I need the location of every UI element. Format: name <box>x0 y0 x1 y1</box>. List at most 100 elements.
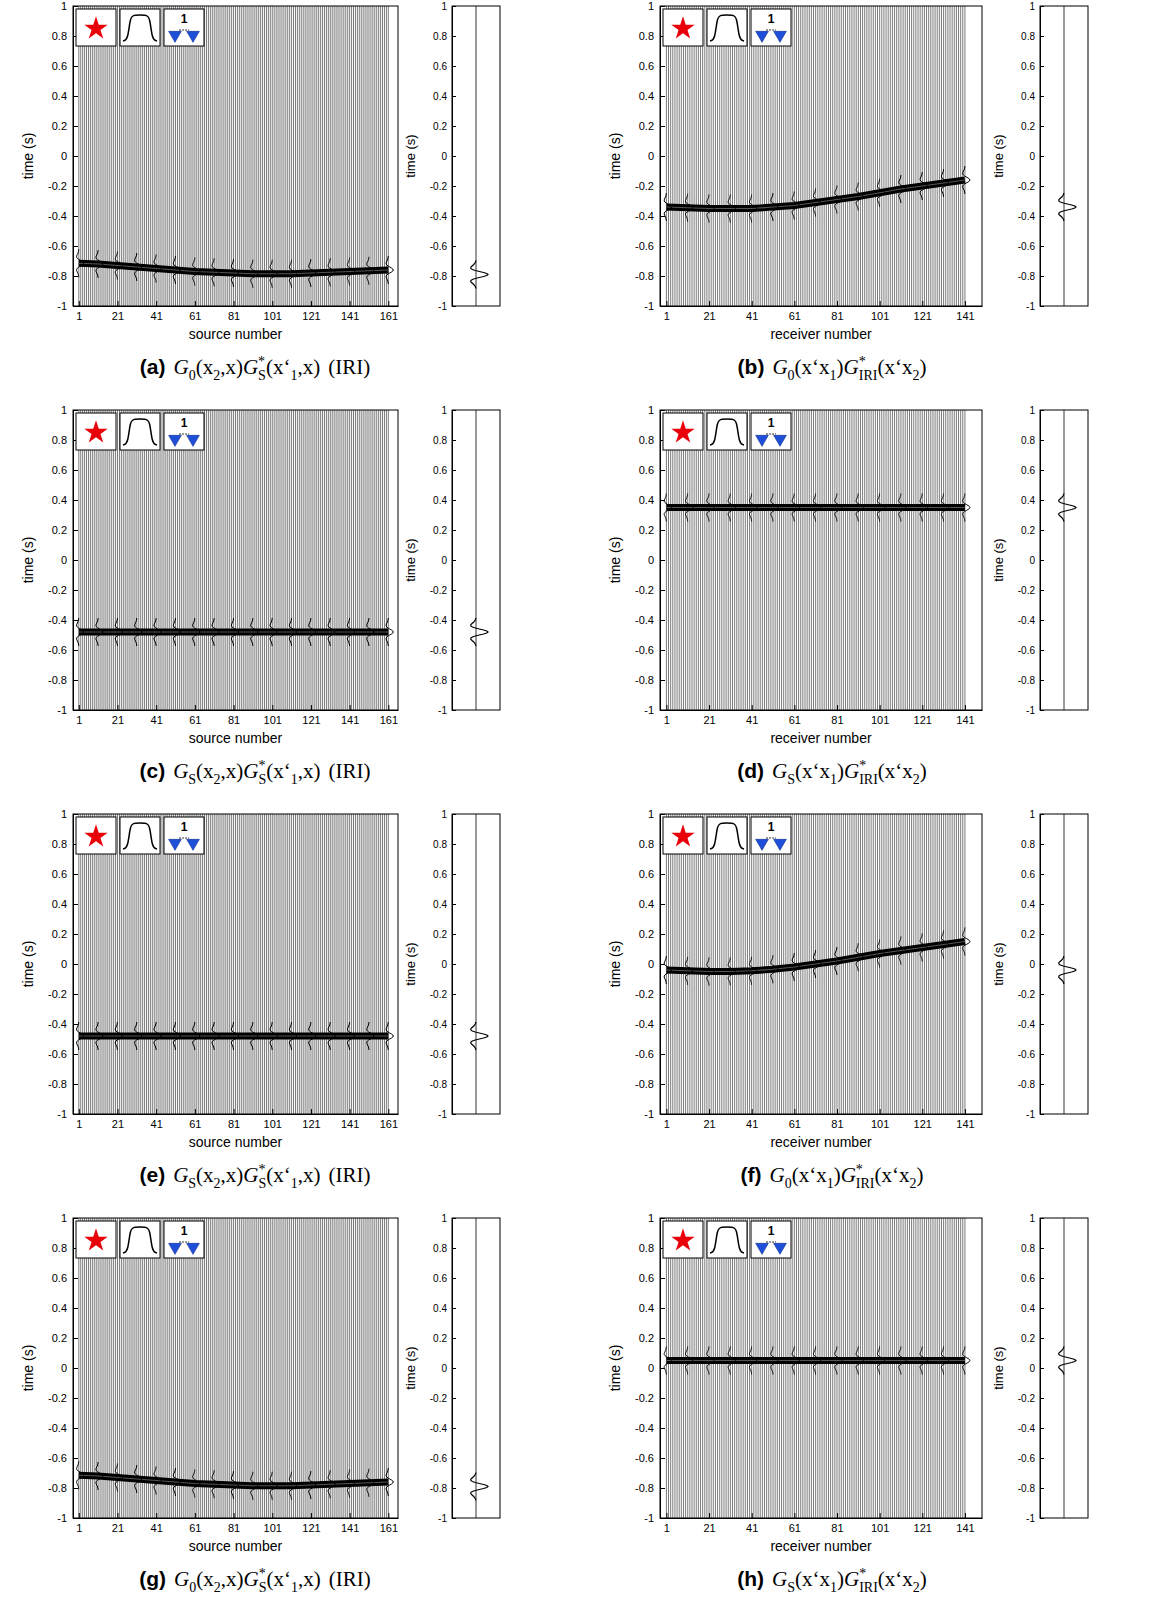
trace-line <box>962 814 963 1114</box>
wavelet <box>877 494 884 522</box>
tick-label: -0.4 <box>1018 211 1036 222</box>
tick-label: -1 <box>438 705 447 716</box>
source-star <box>84 824 107 846</box>
trace-line <box>200 814 201 1114</box>
tick: -0.2 <box>635 584 665 596</box>
trace-line <box>96 814 97 1114</box>
event-core <box>79 1035 389 1036</box>
trace-line <box>132 6 133 306</box>
trace-line <box>954 410 955 710</box>
trace-line <box>868 814 869 1114</box>
trace-line <box>107 814 108 1114</box>
trace-line <box>299 814 300 1114</box>
trace-line <box>964 814 965 1114</box>
trace-line <box>704 814 705 1114</box>
insets: 1 <box>76 413 204 450</box>
tick-mark <box>1040 650 1044 651</box>
trace-line <box>736 6 737 306</box>
trace-line <box>276 1218 277 1518</box>
tick-label: 121 <box>914 714 932 726</box>
tick: 141 <box>341 1109 359 1130</box>
tick-mark <box>452 620 456 621</box>
tick: 0.8 <box>433 435 456 446</box>
trace-line <box>239 410 240 710</box>
trace-line <box>378 6 379 306</box>
tick-mark <box>965 301 966 306</box>
trace-line <box>156 814 157 1114</box>
tick-mark <box>272 301 273 306</box>
trace-line <box>843 6 844 306</box>
trace-line <box>287 1218 288 1518</box>
inset-box <box>120 413 160 450</box>
trace-line <box>291 410 292 710</box>
caption-suffix: (IRI) <box>329 759 371 783</box>
trace-line <box>278 814 279 1114</box>
tick-label: -1 <box>57 1108 67 1120</box>
trace-line <box>807 410 808 710</box>
caption-letter: (b) <box>738 355 765 378</box>
trace-line <box>268 814 269 1114</box>
trace-line <box>247 410 248 710</box>
taper-curve <box>710 15 744 41</box>
tick-label: 0.8 <box>1021 839 1035 850</box>
tick: 161 <box>380 705 398 726</box>
tick-label: 81 <box>228 310 240 322</box>
tick-mark <box>350 301 351 306</box>
trace-line <box>734 814 735 1114</box>
trace-line <box>268 1218 269 1518</box>
trace-line <box>841 410 842 710</box>
wavelet <box>115 1464 122 1492</box>
trace-line <box>245 6 246 306</box>
caption: (f)G0(x‘x1)G*IRI(x‘x2) <box>741 1162 924 1191</box>
tick-label: 121 <box>302 714 320 726</box>
trace-line <box>185 1218 186 1518</box>
trace-line <box>773 6 774 306</box>
trace-line <box>287 814 288 1114</box>
trace-line <box>783 410 784 710</box>
trace-line <box>745 410 746 710</box>
inset-box <box>663 413 703 450</box>
plot-frame <box>73 410 398 710</box>
tick-label: 101 <box>264 310 282 322</box>
plot-marks <box>77 410 394 710</box>
trace-line <box>343 1218 344 1518</box>
tick: 0.8 <box>433 839 456 850</box>
tick-mark <box>73 6 78 7</box>
tick-mark <box>452 410 456 411</box>
trace-line <box>945 814 946 1114</box>
trace-line <box>834 6 835 306</box>
trace-line <box>150 6 151 306</box>
trace-line <box>206 410 207 710</box>
plot-marks <box>664 410 970 710</box>
trace-line <box>363 1218 364 1518</box>
trace-line <box>148 814 149 1114</box>
tick-label: -0.2 <box>48 584 67 596</box>
trace-line <box>132 410 133 710</box>
tick-mark <box>73 680 78 681</box>
trace-line <box>747 410 748 710</box>
caption-text: G <box>174 355 189 379</box>
wavelet <box>289 1472 296 1500</box>
trace-line <box>868 6 869 306</box>
y-axis: -1-0.8-0.6-0.4-0.200.20.40.60.81 <box>48 808 78 1120</box>
trace-line <box>299 1218 300 1518</box>
tick: 41 <box>746 301 758 322</box>
tick-label: -0.8 <box>430 1079 448 1090</box>
trace-line <box>177 814 178 1114</box>
tick: -0.8 <box>1018 675 1044 686</box>
trace-line <box>877 6 878 306</box>
trace-line <box>171 814 172 1114</box>
panel: -1-0.8-0.6-0.4-0.200.20.40.60.8112141618… <box>607 808 1088 1191</box>
tick-mark <box>1040 560 1044 561</box>
trace-line <box>896 6 897 306</box>
trace-line <box>316 814 317 1114</box>
trace-line <box>809 410 810 710</box>
tick-mark <box>1040 96 1044 97</box>
trace-line <box>355 6 356 306</box>
wavelet <box>664 193 671 221</box>
plot-background <box>660 814 982 1114</box>
tick: 1 <box>76 1109 82 1130</box>
x-axis-title: receiver number <box>770 1134 871 1150</box>
trace-line <box>388 1218 389 1518</box>
caption-text: ) <box>837 355 844 379</box>
